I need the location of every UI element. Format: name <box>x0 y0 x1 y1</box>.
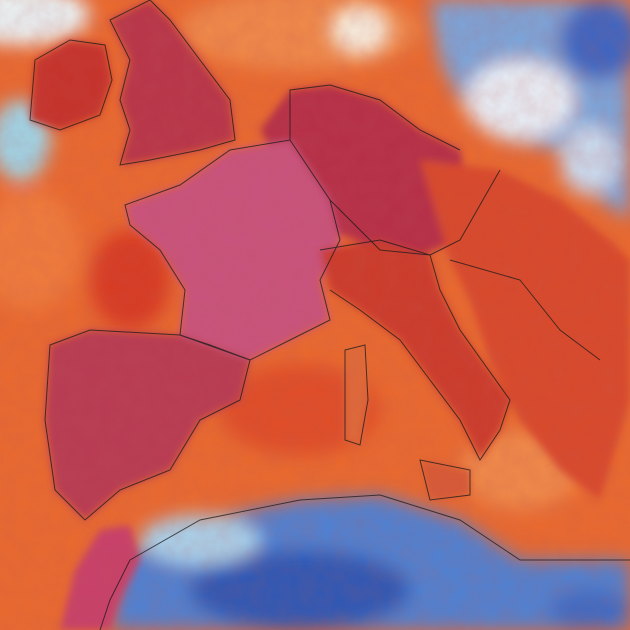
coastlines <box>29 0 630 630</box>
